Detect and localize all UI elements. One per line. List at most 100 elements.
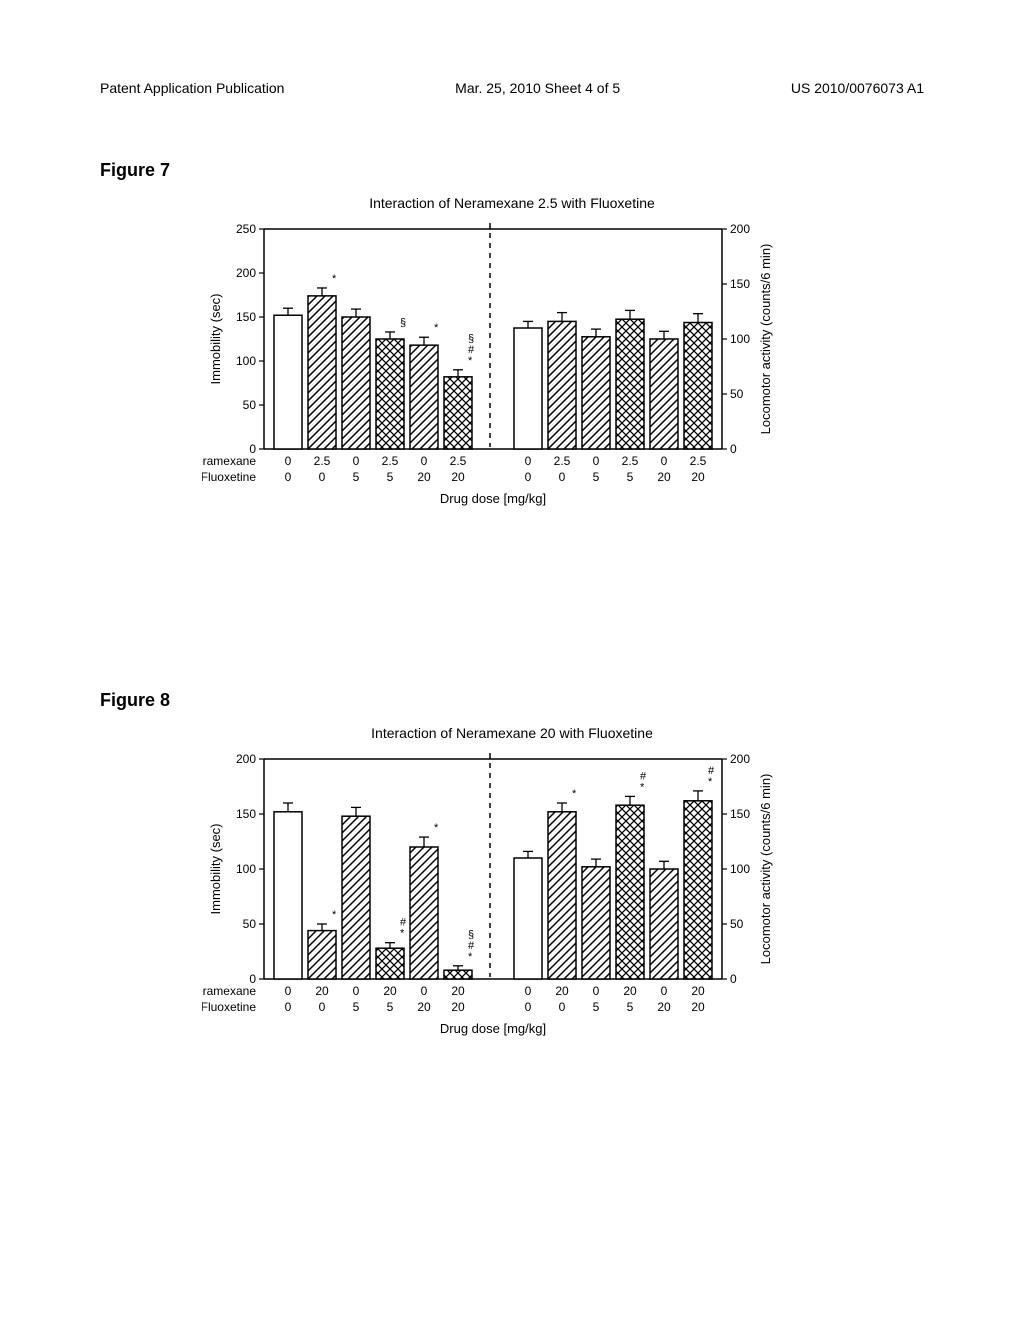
svg-text:2.5: 2.5 [690, 454, 707, 468]
svg-text:5: 5 [353, 1000, 360, 1014]
svg-text:0: 0 [353, 454, 360, 468]
svg-text:§: § [400, 317, 406, 329]
svg-text:*: * [708, 776, 713, 788]
svg-text:Drug dose [mg/kg]: Drug dose [mg/kg] [440, 491, 546, 506]
svg-text:*: * [640, 781, 645, 793]
svg-text:0: 0 [525, 984, 532, 998]
svg-text:0: 0 [319, 1000, 326, 1014]
svg-text:*: * [468, 355, 473, 367]
svg-text:*: * [400, 928, 405, 940]
svg-text:Locomotor activity (counts/6 m: Locomotor activity (counts/6 min) [758, 774, 773, 965]
header-left: Patent Application Publication [100, 80, 284, 96]
svg-text:*: * [434, 322, 439, 334]
svg-text:200: 200 [730, 752, 750, 766]
svg-text:100: 100 [236, 354, 256, 368]
svg-text:Fluoxetine: Fluoxetine [202, 1000, 256, 1014]
svg-text:0: 0 [525, 454, 532, 468]
svg-text:*: * [332, 909, 337, 921]
svg-text:0: 0 [661, 984, 668, 998]
svg-text:50: 50 [243, 398, 257, 412]
svg-text:2.5: 2.5 [382, 454, 399, 468]
svg-text:5: 5 [593, 1000, 600, 1014]
svg-text:20: 20 [623, 984, 637, 998]
svg-text:2.5: 2.5 [622, 454, 639, 468]
svg-text:150: 150 [236, 310, 256, 324]
svg-text:20: 20 [451, 470, 465, 484]
svg-text:50: 50 [730, 917, 744, 931]
svg-text:0: 0 [559, 1000, 566, 1014]
header-center: Mar. 25, 2010 Sheet 4 of 5 [455, 80, 620, 96]
svg-text:20: 20 [691, 1000, 705, 1014]
svg-text:250: 250 [236, 222, 256, 236]
svg-text:0: 0 [319, 470, 326, 484]
figure-8-chart: 050100150200050100150200Immobility (sec)… [202, 749, 822, 1069]
svg-text:0: 0 [421, 984, 428, 998]
svg-text:0: 0 [525, 470, 532, 484]
svg-text:5: 5 [627, 470, 634, 484]
svg-text:20: 20 [417, 1000, 431, 1014]
svg-text:0: 0 [593, 984, 600, 998]
svg-text:20: 20 [657, 470, 671, 484]
header-right: US 2010/0076073 A1 [791, 80, 924, 96]
svg-text:20: 20 [451, 984, 465, 998]
svg-text:0: 0 [285, 470, 292, 484]
svg-text:0: 0 [285, 984, 292, 998]
svg-text:5: 5 [387, 1000, 394, 1014]
svg-text:*: * [434, 822, 439, 834]
svg-text:0: 0 [525, 1000, 532, 1014]
page-header: Patent Application Publication Mar. 25, … [0, 80, 1024, 96]
svg-text:20: 20 [383, 984, 397, 998]
svg-text:50: 50 [730, 387, 744, 401]
svg-text:20: 20 [657, 1000, 671, 1014]
svg-text:200: 200 [236, 752, 256, 766]
svg-text:150: 150 [236, 807, 256, 821]
figure-8-label: Figure 8 [100, 690, 924, 711]
svg-text:Neramexane: Neramexane [202, 984, 256, 998]
svg-text:50: 50 [243, 917, 257, 931]
svg-text:0: 0 [730, 442, 737, 456]
svg-text:20: 20 [691, 470, 705, 484]
svg-text:2.5: 2.5 [314, 454, 331, 468]
svg-text:*: * [332, 273, 337, 285]
svg-text:100: 100 [730, 862, 750, 876]
figure-7-block: Figure 7 Interaction of Neramexane 2.5 w… [100, 160, 924, 539]
svg-text:0: 0 [593, 454, 600, 468]
figure-8-block: Figure 8 Interaction of Neramexane 20 wi… [100, 690, 924, 1069]
svg-text:20: 20 [315, 984, 329, 998]
svg-text:Fluoxetine: Fluoxetine [202, 470, 256, 484]
svg-text:2.5: 2.5 [554, 454, 571, 468]
figure-8-title: Interaction of Neramexane 20 with Fluoxe… [100, 725, 924, 741]
svg-text:100: 100 [236, 862, 256, 876]
svg-text:*: * [468, 951, 473, 963]
svg-text:5: 5 [627, 1000, 634, 1014]
svg-text:0: 0 [661, 454, 668, 468]
svg-text:20: 20 [417, 470, 431, 484]
svg-text:*: * [572, 788, 577, 800]
svg-text:2.5: 2.5 [450, 454, 467, 468]
svg-text:0: 0 [421, 454, 428, 468]
svg-text:20: 20 [555, 984, 569, 998]
svg-text:20: 20 [691, 984, 705, 998]
svg-text:5: 5 [593, 470, 600, 484]
svg-text:20: 20 [451, 1000, 465, 1014]
svg-text:150: 150 [730, 807, 750, 821]
svg-text:150: 150 [730, 277, 750, 291]
figure-7-title: Interaction of Neramexane 2.5 with Fluox… [100, 195, 924, 211]
figure-7-label: Figure 7 [100, 160, 924, 181]
svg-text:200: 200 [236, 266, 256, 280]
svg-text:0: 0 [285, 454, 292, 468]
svg-text:0: 0 [285, 1000, 292, 1014]
svg-text:0: 0 [559, 470, 566, 484]
figure-7-chart: 050100150200250050100150200Immobility (s… [202, 219, 822, 539]
svg-text:0: 0 [353, 984, 360, 998]
svg-text:Drug dose [mg/kg]: Drug dose [mg/kg] [440, 1021, 546, 1036]
svg-text:200: 200 [730, 222, 750, 236]
svg-text:Locomotor activity (counts/6 m: Locomotor activity (counts/6 min) [758, 244, 773, 435]
svg-text:Neramexane: Neramexane [202, 454, 256, 468]
svg-text:Immobility (sec): Immobility (sec) [208, 293, 223, 384]
svg-text:0: 0 [730, 972, 737, 986]
svg-text:Immobility (sec): Immobility (sec) [208, 823, 223, 914]
svg-text:5: 5 [387, 470, 394, 484]
svg-text:5: 5 [353, 470, 360, 484]
svg-text:100: 100 [730, 332, 750, 346]
